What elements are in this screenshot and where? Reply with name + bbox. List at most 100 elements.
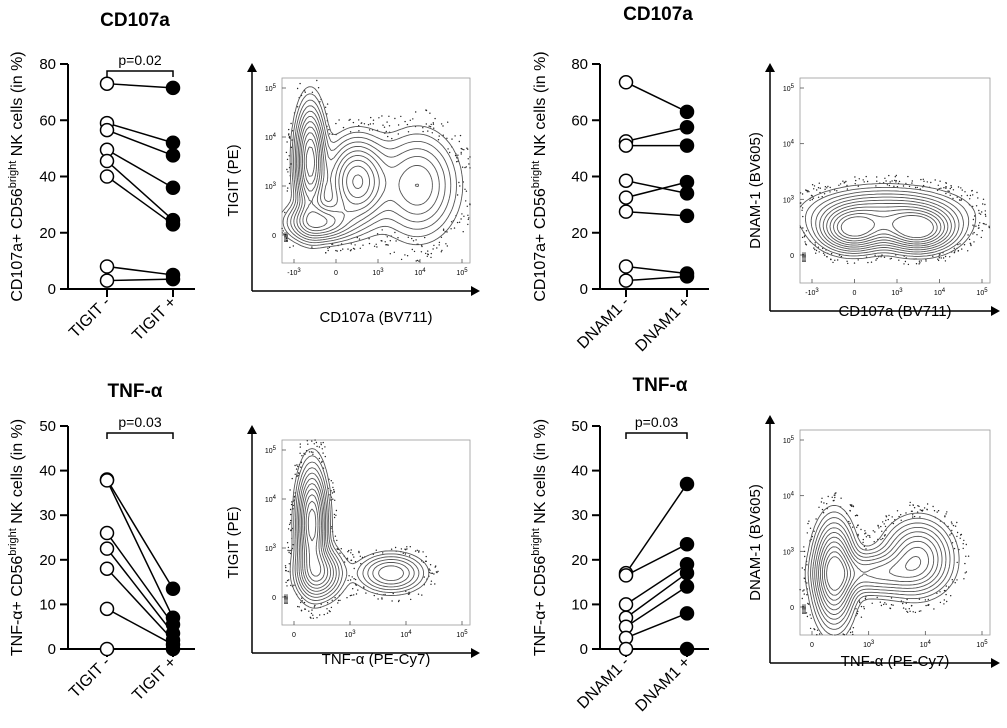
y-tick-label: 60 (39, 112, 56, 129)
event-dot (827, 495, 829, 498)
event-dot (297, 465, 299, 468)
event-dot (871, 602, 873, 604)
event-dot (904, 260, 907, 263)
event-dot (404, 553, 407, 555)
event-dot (964, 572, 966, 574)
plot-frame (799, 429, 991, 636)
event-dot (313, 606, 316, 608)
event-dot (911, 180, 913, 182)
event-dot (811, 535, 813, 538)
event-dot (400, 548, 403, 550)
x-tick-label: 105 (976, 640, 988, 649)
event-dot (377, 598, 379, 600)
event-dot (314, 604, 316, 607)
event-dot (288, 551, 290, 554)
event-dot (926, 503, 929, 505)
event-dot (916, 511, 919, 513)
event-dot (368, 129, 371, 131)
event-dot (925, 604, 927, 607)
event-dot (934, 179, 936, 181)
event-dot (945, 186, 947, 188)
event-dot (826, 503, 828, 505)
event-dot (900, 514, 902, 516)
y-axis-arrow (247, 63, 257, 72)
event-dot (324, 455, 326, 458)
event-dot (907, 175, 909, 178)
event-dot (286, 158, 289, 161)
event-dot (988, 225, 990, 227)
event-dot (818, 506, 820, 508)
y-tick-label: 103 (783, 195, 795, 204)
event-dot (373, 245, 376, 247)
event-dot (375, 243, 377, 245)
point-positive (679, 606, 695, 621)
contour-line (281, 86, 464, 249)
event-dot (460, 151, 462, 154)
event-dot (801, 193, 804, 195)
event-dot (839, 183, 842, 185)
event-dot (960, 533, 963, 536)
pair-connector-line (625, 572, 688, 619)
event-dot (429, 564, 432, 566)
event-dot (315, 441, 318, 444)
event-dot (335, 122, 337, 125)
event-dot (294, 473, 296, 475)
event-dot (918, 505, 920, 508)
event-dot (877, 524, 879, 527)
event-dot (467, 218, 469, 221)
event-dot (806, 191, 808, 193)
y-tick-label: 0 (48, 641, 56, 658)
event-dot (321, 448, 323, 450)
event-dot (286, 579, 289, 582)
event-dot (336, 539, 338, 542)
significance-bracket (106, 70, 174, 77)
event-dot (812, 197, 815, 199)
event-dot (412, 240, 415, 242)
event-dot (335, 514, 337, 516)
event-dot (308, 610, 310, 612)
event-dot (387, 244, 389, 246)
event-dot (360, 122, 362, 125)
event-dot (857, 185, 859, 187)
event-dot (970, 244, 972, 247)
event-dot (382, 124, 384, 126)
event-dot (815, 518, 817, 520)
event-dot (440, 236, 443, 238)
event-dot (409, 546, 411, 548)
event-dot (808, 191, 810, 193)
event-dot (952, 524, 955, 527)
event-dot (339, 552, 341, 554)
event-dot (838, 184, 840, 186)
event-dot (285, 151, 288, 154)
event-dot (920, 509, 923, 512)
event-dot (967, 250, 969, 252)
event-dot (447, 148, 449, 150)
event-dot (801, 567, 803, 569)
event-dot (358, 130, 360, 132)
event-dot (822, 512, 825, 514)
event-dot (296, 106, 299, 108)
event-dot (394, 117, 396, 120)
plot-frame (281, 77, 471, 264)
event-dot (950, 186, 953, 188)
x-tick-label: 0 (853, 290, 857, 297)
point-positive (679, 120, 695, 135)
event-dot (939, 591, 941, 593)
event-dot (801, 209, 803, 211)
event-dot (944, 255, 947, 258)
event-dot (393, 251, 395, 253)
event-dot (867, 261, 869, 264)
event-dot (879, 601, 881, 603)
event-dot (852, 526, 854, 528)
event-dot (946, 511, 948, 513)
event-dot (823, 193, 826, 195)
event-dot (965, 555, 967, 557)
event-dot (890, 604, 893, 606)
event-dot (936, 189, 939, 191)
event-dot (913, 515, 916, 518)
contour-line (829, 206, 945, 245)
event-dot (383, 126, 386, 128)
event-dot (863, 181, 865, 183)
event-dot (370, 116, 372, 119)
event-dot (415, 260, 417, 262)
